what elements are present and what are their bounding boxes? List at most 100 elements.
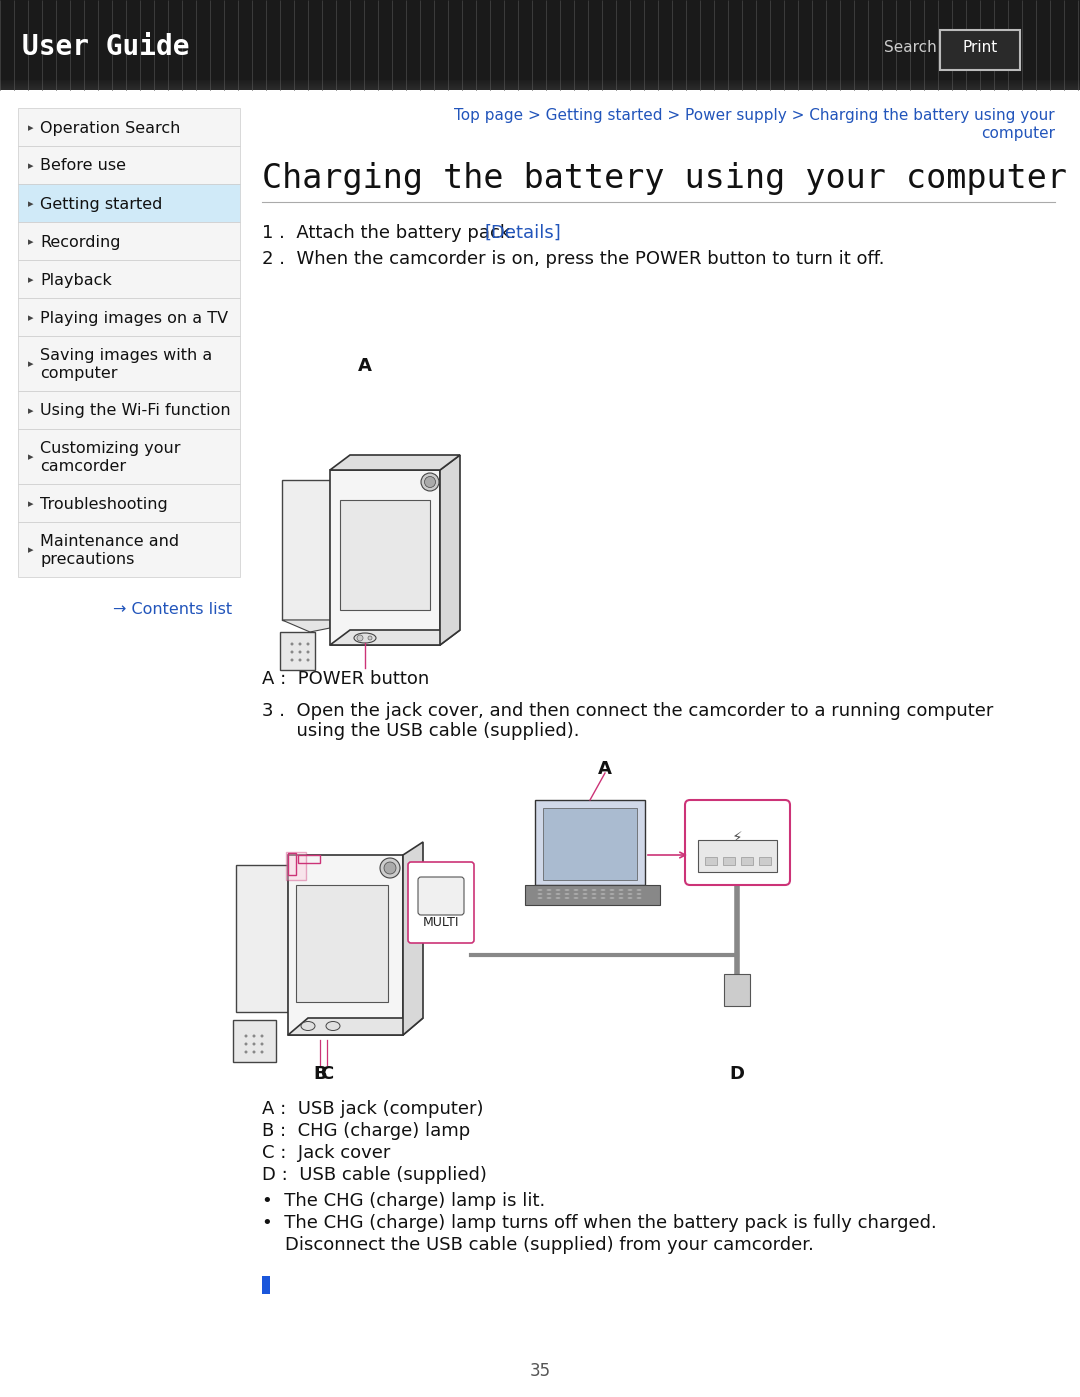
Text: ▸: ▸	[28, 359, 33, 369]
Text: Getting started: Getting started	[40, 197, 162, 211]
Text: A: A	[598, 760, 612, 778]
Ellipse shape	[291, 651, 294, 654]
Bar	[286, 852, 306, 880]
Ellipse shape	[555, 888, 561, 891]
Ellipse shape	[546, 897, 552, 900]
Ellipse shape	[565, 897, 569, 900]
Bar	[18, 429, 240, 483]
Ellipse shape	[384, 862, 396, 875]
Ellipse shape	[301, 1021, 315, 1031]
FancyBboxPatch shape	[698, 840, 777, 872]
Ellipse shape	[380, 858, 400, 877]
Ellipse shape	[627, 893, 633, 895]
Text: precautions: precautions	[40, 552, 134, 567]
Ellipse shape	[307, 651, 310, 654]
Bar	[288, 854, 296, 875]
Text: 3 .  Open the jack cover, and then connect the camcorder to a running computer: 3 . Open the jack cover, and then connec…	[262, 703, 994, 719]
Polygon shape	[233, 1020, 276, 1062]
Ellipse shape	[260, 1035, 264, 1038]
Text: using the USB cable (supplied).: using the USB cable (supplied).	[262, 722, 580, 740]
Bar	[18, 483, 240, 522]
Text: ▸: ▸	[28, 499, 33, 509]
Text: Playback: Playback	[40, 272, 111, 288]
Text: Customizing your: Customizing your	[40, 441, 180, 455]
Ellipse shape	[538, 888, 542, 891]
Bar	[18, 108, 240, 147]
Polygon shape	[330, 469, 440, 645]
Bar	[18, 298, 240, 337]
Bar	[18, 222, 240, 260]
Polygon shape	[543, 807, 637, 880]
Text: •  The CHG (charge) lamp is lit.: • The CHG (charge) lamp is lit.	[262, 1192, 545, 1210]
Ellipse shape	[291, 643, 294, 645]
Ellipse shape	[600, 893, 606, 895]
Ellipse shape	[260, 1042, 264, 1045]
Ellipse shape	[619, 893, 623, 895]
Text: Print: Print	[962, 39, 998, 54]
Text: D: D	[729, 1065, 744, 1083]
Ellipse shape	[253, 1051, 256, 1053]
Ellipse shape	[555, 897, 561, 900]
Text: ▸: ▸	[28, 313, 33, 323]
Ellipse shape	[573, 897, 579, 900]
Ellipse shape	[609, 888, 615, 891]
Text: C :  Jack cover: C : Jack cover	[262, 1144, 390, 1162]
Ellipse shape	[565, 893, 569, 895]
Ellipse shape	[368, 636, 372, 640]
Ellipse shape	[291, 658, 294, 662]
Ellipse shape	[592, 888, 596, 891]
Ellipse shape	[573, 893, 579, 895]
Text: •  The CHG (charge) lamp turns off when the battery pack is fully charged.: • The CHG (charge) lamp turns off when t…	[262, 1214, 936, 1232]
Ellipse shape	[600, 897, 606, 900]
Bar	[298, 855, 320, 863]
Polygon shape	[440, 455, 460, 645]
Ellipse shape	[546, 893, 552, 895]
Ellipse shape	[244, 1042, 247, 1045]
Text: ⚡: ⚡	[731, 830, 742, 845]
Text: ▸: ▸	[28, 545, 33, 556]
Text: Before use: Before use	[40, 158, 126, 173]
Ellipse shape	[573, 888, 579, 891]
Polygon shape	[296, 886, 388, 1002]
Text: B :  CHG (charge) lamp: B : CHG (charge) lamp	[262, 1122, 470, 1140]
Ellipse shape	[421, 474, 438, 490]
Text: ▸: ▸	[28, 407, 33, 416]
Text: Saving images with a: Saving images with a	[40, 348, 213, 363]
Ellipse shape	[307, 658, 310, 662]
Bar	[705, 856, 717, 865]
Ellipse shape	[253, 1042, 256, 1045]
Polygon shape	[288, 1018, 423, 1035]
Text: C: C	[321, 1065, 334, 1083]
Text: [Details]: [Details]	[484, 224, 561, 242]
Text: 35: 35	[529, 1362, 551, 1380]
Polygon shape	[340, 500, 430, 610]
Ellipse shape	[260, 1051, 264, 1053]
Ellipse shape	[357, 636, 363, 641]
Polygon shape	[282, 481, 330, 620]
Ellipse shape	[600, 888, 606, 891]
Ellipse shape	[609, 897, 615, 900]
Text: Using the Wi-Fi function: Using the Wi-Fi function	[40, 404, 231, 419]
Text: A :  USB jack (computer): A : USB jack (computer)	[262, 1099, 484, 1118]
FancyBboxPatch shape	[418, 877, 464, 915]
Text: ▸: ▸	[28, 198, 33, 210]
Ellipse shape	[627, 888, 633, 891]
Bar	[262, 1275, 270, 1294]
Text: Disconnect the USB cable (supplied) from your camcorder.: Disconnect the USB cable (supplied) from…	[262, 1236, 814, 1255]
Text: Charging the battery using your computer: Charging the battery using your computer	[262, 162, 1067, 196]
Text: Operation Search: Operation Search	[40, 120, 180, 136]
Bar	[0, 0, 1080, 89]
Ellipse shape	[609, 893, 615, 895]
Text: Recording: Recording	[40, 235, 121, 250]
Ellipse shape	[636, 893, 642, 895]
Text: Top page > Getting started > Power supply > Charging the battery using your: Top page > Getting started > Power suppl…	[455, 108, 1055, 123]
Text: Search: Search	[883, 39, 936, 54]
Bar	[18, 337, 240, 391]
Text: ▸: ▸	[28, 453, 33, 462]
Text: ▸: ▸	[28, 161, 33, 170]
Ellipse shape	[298, 658, 301, 662]
Polygon shape	[280, 631, 315, 671]
Polygon shape	[403, 842, 423, 1035]
Ellipse shape	[354, 633, 376, 643]
Ellipse shape	[244, 1035, 247, 1038]
